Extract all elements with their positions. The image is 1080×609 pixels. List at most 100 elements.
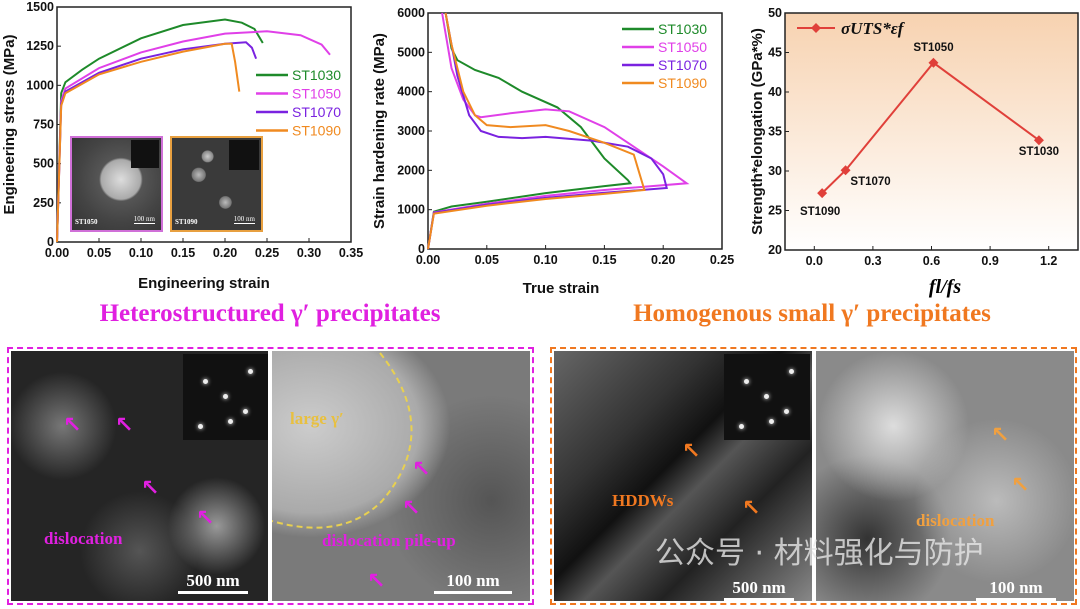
x-tick-label: 0.10 — [129, 246, 153, 260]
scale-text: 100 nm — [446, 571, 500, 590]
large-gamma-label: large γ′ — [290, 409, 344, 428]
x-axis-label: True strain — [523, 280, 600, 297]
legend-label: ST1090 — [658, 75, 707, 91]
stress-strain-chart: 0.00 0.05 0.10 0.15 0.20 0.25 0.30 0.35 0 250 500 7… — [1, 0, 363, 292]
y-axis-label: Strain hardening rate (MPa) — [371, 33, 388, 229]
x-tick-label: 0.25 — [710, 253, 734, 267]
saed-pattern-icon — [724, 354, 810, 440]
arrow-icon: ↖ — [115, 413, 134, 438]
hddws-label: HDDWs — [612, 491, 674, 510]
x-tick-label: 0.00 — [416, 253, 440, 267]
x-tick-label: 0.15 — [171, 246, 195, 260]
x-tick-label: 0.6 — [923, 254, 940, 268]
y-tick-label: 45 — [768, 46, 782, 60]
arrow-icon: ↖ — [402, 496, 421, 521]
scale-text: 100 nm — [989, 578, 1043, 597]
data-point-marker — [1033, 135, 1044, 146]
series-line-ST1070 — [427, 12, 668, 250]
legend-label: ST1090 — [292, 123, 341, 139]
series-line-ST1050 — [427, 12, 690, 250]
y-tick-label: 500 — [33, 157, 54, 171]
x-axis-label: Engineering strain — [138, 275, 270, 292]
legend-label: ST1070 — [292, 104, 341, 120]
watermark: 公众号 · 材料强化与防护 — [655, 536, 984, 571]
saed-pattern-icon — [131, 140, 159, 168]
y-tick-label: 750 — [33, 118, 54, 132]
x-tick-label: 0.25 — [255, 246, 279, 260]
data-point-marker — [817, 188, 828, 199]
inset-scale: 100 nm — [233, 215, 255, 224]
legend-label: σUTS*εf — [841, 19, 906, 38]
series-line-ST1090 — [427, 12, 646, 250]
y-tick-label: 50 — [768, 6, 782, 20]
x-tick-label: 0.30 — [297, 246, 321, 260]
legend-label: ST1050 — [292, 86, 341, 102]
x-tick-label: 0.9 — [981, 254, 998, 268]
y-tick-label: 25 — [768, 204, 782, 218]
x-tick-label: 0.20 — [651, 253, 675, 267]
strain-hardening-chart: 0.00 0.05 0.10 0.15 0.20 0.25 0 1000 2000 3000 400… — [371, 6, 734, 297]
arrow-icon: ↖ — [196, 506, 215, 531]
series-line-ST1030 — [427, 12, 633, 250]
large-gamma-boundary — [272, 352, 413, 529]
inset-label: ST1050 — [75, 218, 98, 226]
y-tick-label: 35 — [768, 125, 782, 139]
y-tick-label: 0 — [418, 242, 425, 256]
data-point-label: ST1070 — [850, 176, 890, 188]
homogenous-title: Homogenous small γ′ precipitates — [633, 300, 991, 327]
series-line-σUTS*εf — [821, 61, 1040, 194]
arrow-icon: ↖ — [991, 423, 1010, 448]
y-tick-label: 1000 — [26, 78, 54, 92]
x-tick-label: 0.00 — [45, 246, 69, 260]
y-axis-label: Engineering stress (MPa) — [1, 34, 18, 214]
arrow-icon: ↖ — [63, 413, 82, 438]
inset-label: ST1090 — [175, 218, 198, 226]
y-tick-label: 6000 — [397, 6, 425, 20]
y-axis-label: Strength*elongation (GPa*%) — [749, 28, 766, 235]
tem-image-pile-up: large γ′ ↖ ↖ ↖ dislocation pile-up 100 n… — [272, 351, 530, 601]
x-tick-label: 0.05 — [475, 253, 499, 267]
arrow-icon: ↖ — [412, 457, 431, 482]
data-point-marker — [840, 165, 851, 176]
y-tick-label: 20 — [768, 243, 782, 257]
arrow-icon: ↖ — [682, 439, 701, 464]
scale-bar: 500 nm — [724, 578, 794, 601]
x-tick-label: 0.35 — [339, 246, 363, 260]
legend-label: ST1030 — [292, 67, 341, 83]
legend-marker — [811, 23, 821, 33]
dislocation-label: dislocation — [44, 529, 123, 548]
y-tick-label: 5000 — [397, 45, 425, 59]
inset-st1090: ST1090 100 nm — [170, 136, 263, 232]
data-point-label: ST1030 — [1019, 146, 1059, 158]
plots-area: 0.00 0.05 0.10 0.15 0.20 0.25 0.30 0.3502505007… — [1, 0, 1079, 298]
data-point-marker — [928, 57, 939, 68]
plot-background — [785, 13, 1078, 250]
y-tick-label: 4000 — [397, 85, 425, 99]
inset-st1050: ST1050 100 nm — [70, 136, 163, 232]
scale-bar: 100 nm — [434, 571, 512, 594]
strength-elongation-chart: 0.0 0.3 0.6 0.9 1.2 20 25 30 35 40 45 50 fl/fs Streng… — [749, 6, 1079, 298]
pile-up-label: dislocation pile-up — [322, 531, 456, 550]
arrow-icon: ↖ — [742, 496, 761, 521]
y-tick-label: 0 — [47, 235, 54, 249]
tem-image-hddws: ↖ ↖ HDDWs 500 nm — [554, 351, 812, 601]
heterostructured-panel: ↖ ↖ ↖ ↖ dislocation 500 nm large γ′ ↖ ↖ … — [7, 347, 534, 605]
data-point-label: ST1050 — [913, 42, 953, 54]
tem-image-dislocation-small: ↖ ↖ dislocation 100 nm — [816, 351, 1074, 601]
y-tick-label: 40 — [768, 85, 782, 99]
inset-scale: 100 nm — [133, 215, 155, 224]
homogenous-panel: ↖ ↖ HDDWs 500 nm ↖ ↖ dislocation 100 nm — [550, 347, 1077, 605]
y-tick-label: 1500 — [26, 0, 54, 14]
saed-pattern-icon — [229, 140, 259, 170]
tem-image-dislocation: ↖ ↖ ↖ ↖ dislocation 500 nm — [11, 351, 268, 601]
arrow-icon: ↖ — [141, 476, 160, 501]
saed-pattern-icon — [183, 354, 268, 440]
x-tick-label: 0.15 — [592, 253, 616, 267]
scale-bar: 100 nm — [976, 578, 1056, 601]
y-tick-label: 30 — [768, 164, 782, 178]
y-tick-label: 3000 — [397, 124, 425, 138]
heterostructured-title: Heterostructured γ′ precipitates — [99, 300, 441, 327]
scale-text: 500 nm — [732, 578, 786, 597]
x-tick-label: 0.10 — [533, 253, 557, 267]
